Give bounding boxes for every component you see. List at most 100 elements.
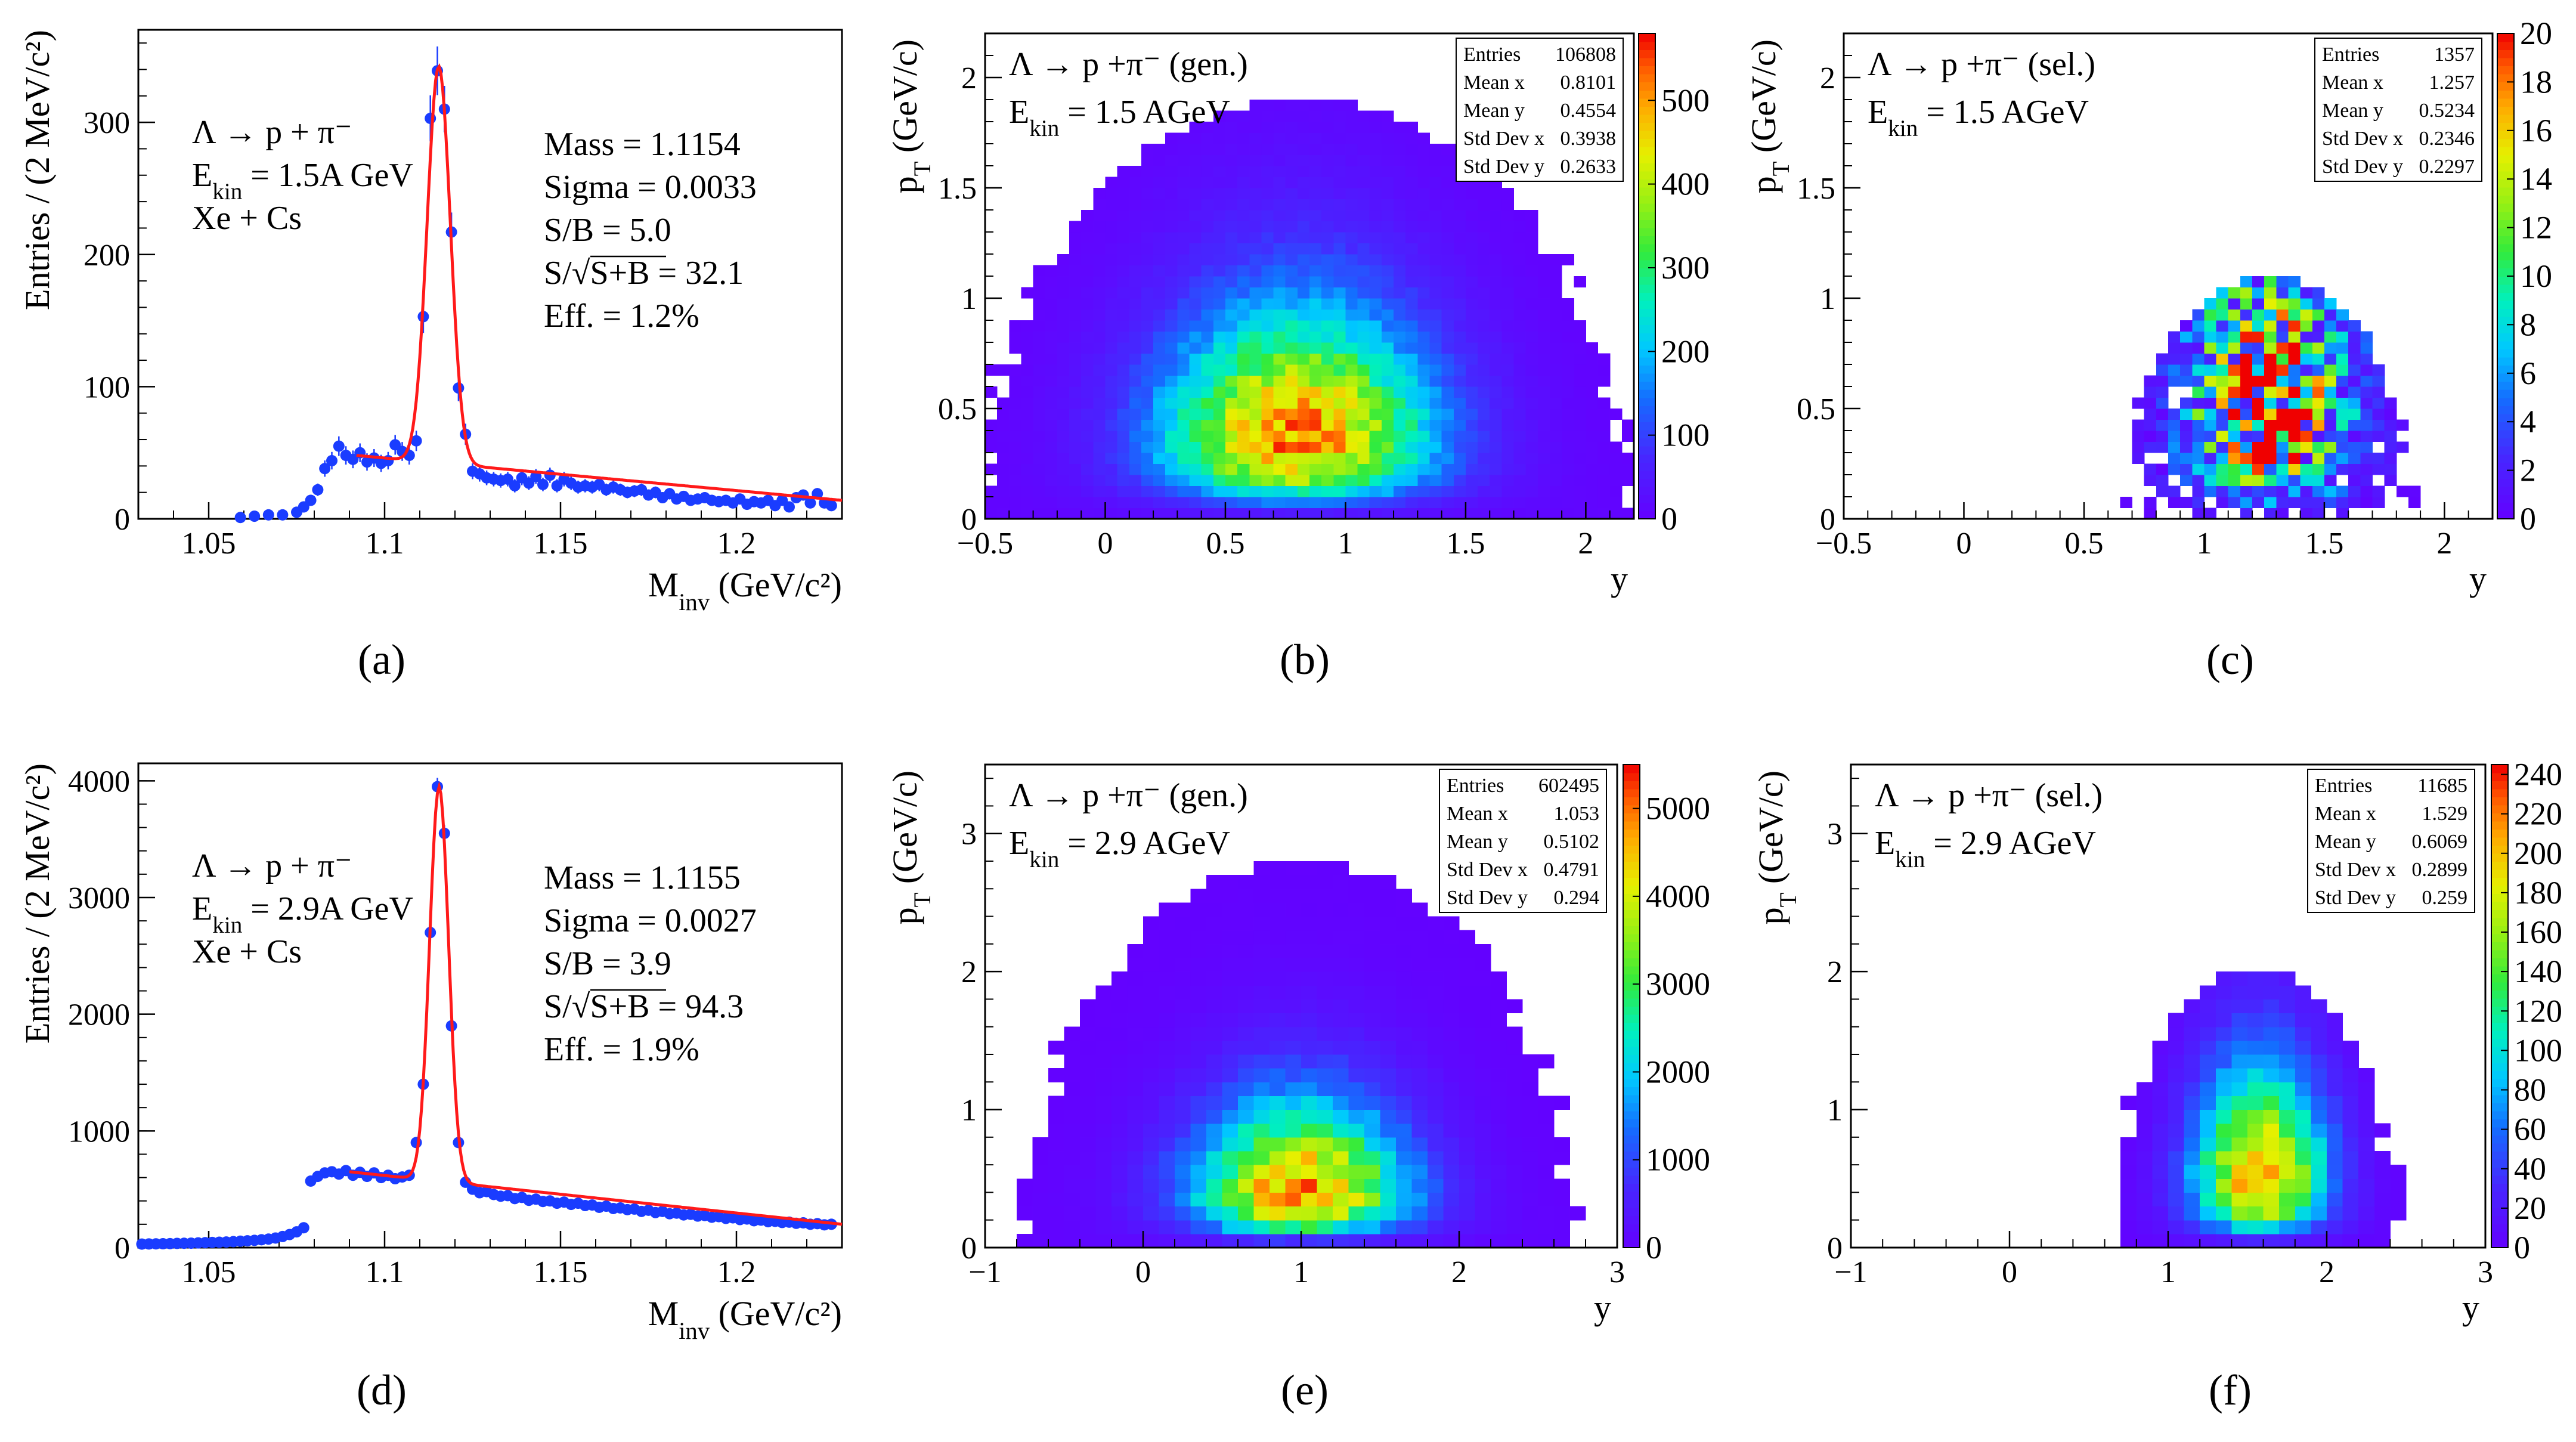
heatmap-cell (1549, 485, 1562, 497)
color-bar-segment (1623, 1207, 1640, 1216)
heatmap-cell (1441, 177, 1454, 188)
heatmap-cell (1153, 166, 1166, 178)
color-bar-label: 0 (2514, 1230, 2530, 1265)
heatmap-cell (1261, 364, 1274, 376)
heatmap-cell (1609, 508, 1623, 519)
heatmap-cell (2276, 342, 2289, 354)
heatmap-cell (1405, 144, 1418, 156)
heatmap-cell (1348, 1206, 1365, 1221)
heatmap-cell (1129, 221, 1142, 233)
heatmap-cell (1429, 453, 1442, 465)
heatmap-cell (2168, 463, 2181, 475)
heatmap-cell (2168, 441, 2181, 453)
heatmap-cell (1459, 1068, 1476, 1082)
color-bar-segment (2491, 1078, 2508, 1087)
color-bar-segment (2491, 966, 2508, 974)
heatmap-cell (1538, 1151, 1555, 1165)
color-bar-segment (1639, 429, 1655, 439)
heatmap-cell (1333, 154, 1346, 166)
color-bar-segment (1639, 316, 1655, 326)
heatmap-cell (1297, 221, 1310, 233)
heatmap-cell (1501, 475, 1515, 487)
heatmap-cell (2240, 453, 2253, 465)
heatmap-cell (1443, 985, 1460, 1000)
heatmap-cell (1105, 419, 1118, 431)
heatmap-cell (1285, 265, 1298, 277)
heatmap-cell (1491, 1151, 1507, 1165)
color-bar-segment (2497, 66, 2514, 75)
heatmap-cell (1127, 1013, 1144, 1028)
heatmap-cell (2264, 431, 2277, 442)
heatmap-cell (1317, 1123, 1333, 1138)
heatmap-cell (1309, 475, 1322, 487)
heatmap-cell (1238, 1054, 1255, 1069)
heatmap-cell (1405, 508, 1418, 519)
color-bar-segment (2491, 998, 2508, 1007)
heatmap-cell (1261, 441, 1274, 453)
heatmap-cell (1057, 397, 1070, 409)
stats-key: Std Dev y (2322, 156, 2403, 178)
heatmap-cell (1127, 1068, 1144, 1082)
heatmap-cell (1057, 298, 1070, 310)
heatmap-cell (2247, 1054, 2264, 1069)
heatmap-cell (2312, 419, 2325, 431)
heatmap-cell (1357, 254, 1370, 266)
heatmap-cell (2120, 1137, 2137, 1152)
heatmap-cell (1506, 1220, 1523, 1234)
heatmap-cell (2200, 1123, 2216, 1138)
heatmap-cell (1270, 916, 1286, 931)
heatmap-cell (2204, 309, 2217, 321)
color-bar-segment (1639, 308, 1655, 317)
heatmap-cell (1549, 463, 1562, 475)
heatmap-cell (2228, 320, 2241, 332)
heatmap-cell (1253, 1192, 1270, 1207)
heatmap-cell (1032, 1233, 1049, 1248)
heatmap-cell (2384, 441, 2397, 453)
heatmap-cell (2247, 1151, 2264, 1165)
heatmap-cell (1443, 943, 1460, 958)
heatmap-cell (1285, 497, 1298, 509)
heatmap-cell (1475, 943, 1491, 958)
heatmap-cell (2132, 441, 2145, 453)
heatmap-cell (1201, 431, 1214, 442)
heatmap-cell (1369, 232, 1382, 244)
heatmap-cell (1459, 1206, 1476, 1221)
color-bar-segment (2497, 324, 2514, 333)
heatmap-cell (1165, 144, 1178, 156)
heatmap-cell (1273, 497, 1286, 509)
heatmap-cell (1048, 1151, 1065, 1165)
heatmap-cell (1405, 154, 1418, 166)
heatmap-cell (1297, 122, 1310, 134)
heatmap-cell (1453, 320, 1466, 332)
heatmap-cell (2240, 419, 2253, 431)
heatmap-cell (1396, 1013, 1413, 1028)
heatmap-cell (1411, 902, 1428, 917)
heatmap-cell (2168, 375, 2181, 387)
heatmap-cell (1081, 386, 1094, 398)
heatmap-cell (1443, 1040, 1460, 1055)
heatmap-cell (1117, 441, 1130, 453)
data-point (277, 509, 289, 521)
heatmap-cell (1213, 508, 1226, 519)
heatmap-cell (1357, 232, 1370, 244)
heatmap-cell (1405, 276, 1418, 288)
heatmap-cell (1297, 431, 1310, 442)
heatmap-cell (1189, 144, 1202, 156)
heatmap-cell (1237, 342, 1250, 354)
heatmap-cell (1453, 475, 1466, 487)
color-bar-segment (1623, 1167, 1640, 1176)
x-tick-label: 1.5 (2305, 527, 2343, 561)
heatmap-cell (2156, 485, 2169, 497)
heatmap-cell (2168, 1178, 2185, 1193)
color-bar-label: 100 (1661, 417, 1710, 453)
heatmap-cell (2247, 985, 2264, 1000)
heatmap-cell (1153, 232, 1166, 244)
heatmap-cell (1357, 166, 1370, 178)
x-tick-label: 3 (1609, 1255, 1625, 1289)
heatmap-cell (1396, 999, 1413, 1014)
heatmap-cell (1537, 276, 1550, 288)
heatmap-cell (1165, 342, 1178, 354)
heatmap-cell (2184, 1054, 2200, 1069)
heatmap-cell (1491, 1082, 1507, 1097)
